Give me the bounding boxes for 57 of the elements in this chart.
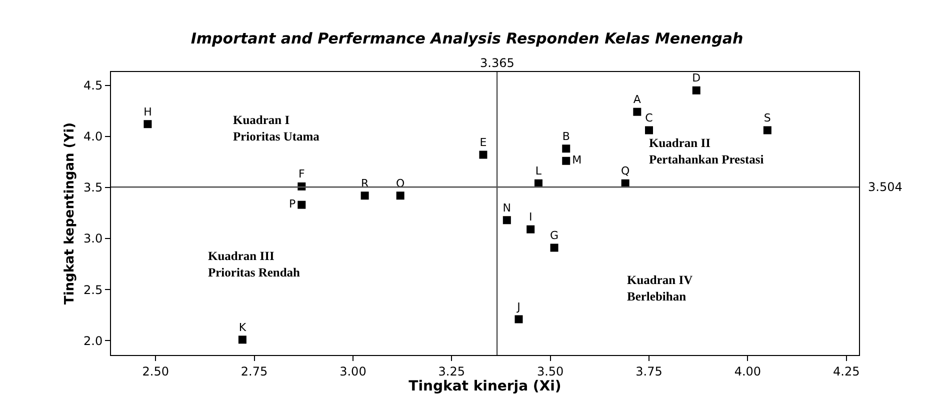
point bbox=[360, 192, 369, 200]
x-tick-label: 3.75 bbox=[636, 364, 662, 378]
ref-line-label: 3.365 bbox=[480, 56, 514, 70]
series-label: H bbox=[144, 105, 152, 118]
ref-line-label: 3.504 bbox=[868, 180, 902, 194]
series-label: D bbox=[692, 72, 701, 85]
series-label: K bbox=[238, 320, 247, 334]
series-label: L bbox=[535, 164, 542, 178]
series-label: N bbox=[502, 201, 512, 214]
point bbox=[633, 108, 642, 116]
x-tick-label: 2.75 bbox=[240, 364, 268, 378]
point bbox=[526, 225, 535, 234]
x-tick-label: 3.25 bbox=[438, 364, 466, 378]
point bbox=[396, 192, 404, 200]
series-label: M bbox=[572, 154, 582, 167]
annotation: Kuadran IV Berlebihan bbox=[627, 273, 693, 304]
annotation: Kuadran III Prioritas Rendah bbox=[208, 249, 300, 280]
annotation: Kuadran II Pertahankan Prestasi bbox=[649, 136, 764, 166]
point bbox=[550, 244, 558, 252]
chart-title: Important and Perfermance Analysis Responden Kelas Menengah bbox=[190, 29, 744, 48]
point bbox=[562, 156, 570, 165]
x-tick-label: 4.00 bbox=[734, 364, 762, 378]
point bbox=[562, 144, 570, 153]
x-tick-label: 2.50 bbox=[142, 364, 169, 378]
point bbox=[763, 126, 772, 134]
series-label: I bbox=[528, 210, 532, 224]
point bbox=[514, 315, 523, 324]
series-label: S bbox=[764, 111, 771, 124]
y-tick-label: 4.5 bbox=[84, 78, 103, 92]
y-tick-label: 2.0 bbox=[84, 334, 103, 348]
point bbox=[298, 200, 306, 209]
y-tick-label: 3.0 bbox=[84, 232, 103, 246]
series-label: E bbox=[480, 136, 487, 149]
series-label: B bbox=[562, 130, 570, 143]
y-axis-title: Tingkat kepentingan (Yi) bbox=[62, 122, 78, 305]
series-label: A bbox=[633, 93, 642, 106]
series-label: G bbox=[550, 228, 559, 242]
series-label: J bbox=[516, 300, 520, 314]
point bbox=[502, 216, 511, 224]
series-label: C bbox=[645, 111, 654, 124]
point bbox=[692, 86, 700, 94]
series-label: Q bbox=[620, 164, 630, 178]
series-label: R bbox=[360, 176, 369, 190]
x-tick-label: 4.25 bbox=[833, 364, 860, 378]
point bbox=[144, 120, 152, 128]
series-label: P bbox=[289, 198, 296, 211]
point bbox=[238, 336, 246, 344]
point bbox=[645, 126, 654, 134]
series-label: F bbox=[298, 168, 305, 181]
annotation: Kuadran I Prioritas Utama bbox=[233, 113, 320, 144]
y-tick-label: 3.5 bbox=[84, 180, 103, 195]
y-tick-label: 2.5 bbox=[84, 282, 103, 297]
x-tick-label: 3.50 bbox=[536, 364, 564, 378]
y-tick-label: 4.0 bbox=[84, 130, 103, 144]
point bbox=[479, 150, 488, 159]
x-axis-title: Tingkat kinerja (Xi) bbox=[408, 378, 562, 394]
x-tick-label: 3.00 bbox=[340, 364, 366, 378]
